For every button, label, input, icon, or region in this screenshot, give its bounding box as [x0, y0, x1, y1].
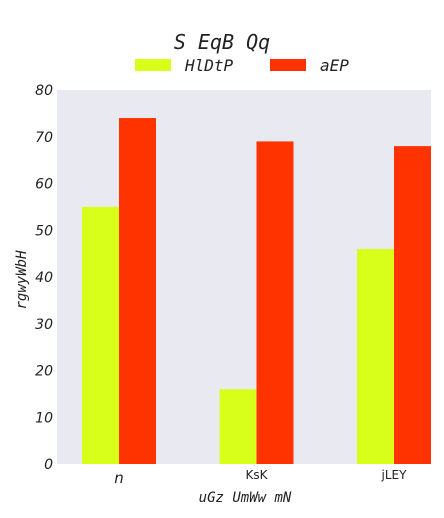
bar-series-1-KsK — [219, 389, 257, 464]
y-axis-label: rgwyWbH — [14, 250, 30, 310]
legend-item-series-2: aEP — [270, 55, 349, 75]
legend: HlDtP aEP — [135, 55, 375, 75]
x-tick-label: n — [114, 469, 124, 487]
chart-title: S EqB Qq — [173, 30, 271, 54]
y-tick-label: 30 — [35, 317, 53, 333]
y-tick-label: 50 — [35, 223, 53, 239]
legend-swatch-series-2 — [270, 59, 306, 71]
bar-series-2-jLEY — [394, 146, 431, 464]
y-tick-label: 0 — [44, 457, 53, 473]
bar-series-2-n — [119, 118, 156, 465]
x-axis-label: uGz UmWw mN — [199, 490, 292, 506]
bar-series-1-jLEY — [357, 248, 394, 464]
y-tick-label: 20 — [35, 364, 53, 380]
y-tick-label: 40 — [35, 270, 53, 286]
x-tick-label: KsK — [246, 468, 269, 482]
y-tick-label: 70 — [35, 130, 53, 146]
legend-swatch-series-1 — [135, 59, 171, 71]
y-tick-label: 60 — [35, 177, 53, 193]
legend-label-series-2: aEP — [320, 55, 349, 75]
legend-label-series-1: HlDtP — [185, 55, 234, 75]
x-tick-label: jLEY — [381, 468, 408, 482]
legend-item-series-1: HlDtP — [135, 55, 233, 75]
bar-series-1-n — [82, 206, 119, 464]
y-tick-label: 80 — [35, 83, 53, 99]
y-tick-label: 10 — [35, 410, 53, 426]
bar-series-2-KsK — [256, 141, 294, 465]
